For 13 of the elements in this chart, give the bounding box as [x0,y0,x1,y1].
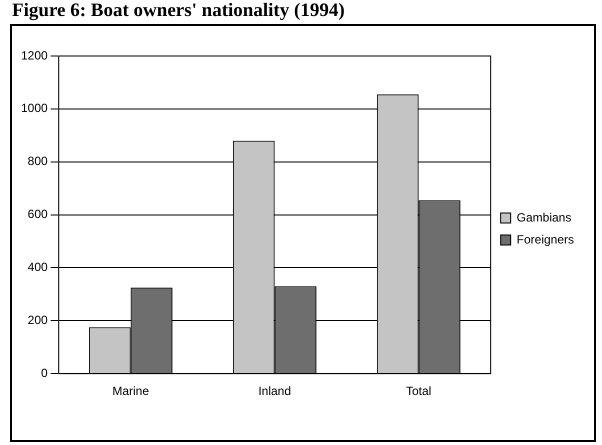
y-tick-label: 1000 [20,101,48,116]
x-tick-label: Inland [258,384,292,398]
y-tick-label: 800 [28,154,48,168]
x-tick-label: Total [406,384,432,398]
y-tick-label: 600 [28,207,48,222]
legend-label: Foreigners [516,232,574,246]
x-tick-label: Marine [112,384,150,398]
legend-label: Gambians [516,210,572,224]
y-tick-label: 0 [41,366,48,380]
y-tick-label: 200 [28,312,48,327]
chart-title: Figure 6: Boat owners' nationality (1994) [12,0,345,22]
y-tick-label: 1200 [20,48,48,62]
y-tick-label: 400 [28,260,48,274]
